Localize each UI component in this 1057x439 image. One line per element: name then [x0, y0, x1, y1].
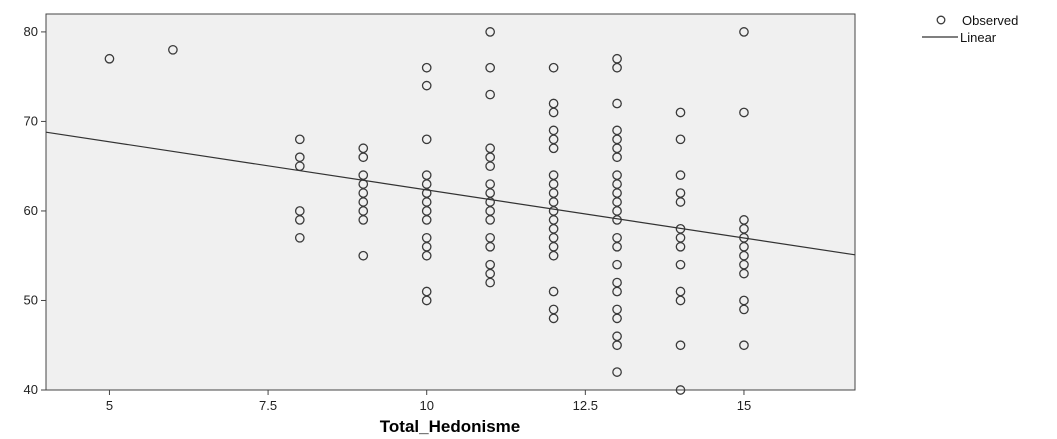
observed-point: [675, 340, 686, 351]
observed-point: [675, 241, 686, 252]
observed-point: [739, 340, 749, 351]
observed-point: [358, 250, 369, 261]
observed-point: [548, 107, 559, 118]
observed-point: [358, 152, 369, 163]
legend-linear-label: Linear: [960, 30, 997, 45]
observed-point: [739, 268, 749, 279]
observed-point: [421, 215, 432, 225]
observed-point: [612, 62, 622, 73]
observed-point: [421, 62, 432, 73]
legend-observed-marker-icon: [936, 15, 946, 25]
observed-point: [294, 232, 305, 243]
y-axis: 40 50 60 70 80: [24, 24, 46, 397]
observed-point: [612, 367, 622, 377]
observed-point: [675, 295, 686, 306]
observed-point: [548, 143, 559, 154]
observed-point: [485, 89, 496, 100]
x-tick-label: 15: [737, 398, 751, 413]
observed-point: [485, 27, 496, 37]
observed-point: [612, 152, 622, 163]
observed-point: [485, 277, 496, 288]
observed-point: [421, 80, 432, 91]
y-tick-label: 40: [24, 382, 38, 397]
observed-point: [421, 250, 432, 261]
x-tick-label: 10: [419, 398, 433, 413]
observed-point: [294, 215, 305, 225]
legend-observed-label: Observed: [962, 13, 1018, 28]
legend: Observed Linear: [922, 13, 1018, 45]
observed-points: [104, 27, 749, 395]
observed-point: [421, 134, 432, 145]
x-axis-title: Total_Hedonisme: [380, 417, 520, 436]
observed-point: [739, 27, 749, 37]
observed-point: [675, 170, 686, 180]
observed-point: [675, 197, 686, 207]
y-tick-label: 60: [24, 203, 38, 218]
y-tick-label: 50: [24, 292, 38, 307]
x-tick-label: 12.5: [573, 398, 598, 413]
observed-point: [675, 107, 686, 118]
observed-point: [485, 62, 496, 73]
observed-point: [485, 161, 496, 172]
observed-point: [548, 250, 559, 261]
observed-point: [612, 241, 622, 252]
x-tick-label: 5: [106, 398, 113, 413]
observed-point: [739, 304, 749, 315]
x-axis: 5 7.5 10 12.5 15: [106, 390, 751, 413]
observed-point: [294, 134, 305, 145]
observed-point: [485, 215, 496, 225]
observed-point: [168, 44, 178, 55]
observed-point: [548, 313, 559, 324]
observed-point: [485, 241, 496, 252]
y-tick-label: 70: [24, 113, 38, 128]
observed-point: [612, 340, 622, 351]
observed-point: [104, 53, 115, 64]
observed-point: [358, 215, 369, 225]
observed-point: [612, 259, 622, 270]
observed-point: [612, 98, 622, 109]
linear-fit-line: [45, 131, 856, 256]
observed-point: [675, 134, 686, 145]
x-tick-label: 7.5: [259, 398, 277, 413]
observed-point: [421, 295, 432, 306]
observed-point: [675, 385, 686, 395]
observed-point: [548, 62, 559, 73]
observed-point: [612, 286, 622, 297]
plot-area: [45, 13, 856, 391]
observed-point: [612, 313, 622, 324]
observed-point: [548, 286, 559, 297]
observed-point: [675, 259, 686, 270]
observed-point: [739, 107, 749, 118]
y-tick-label: 80: [24, 24, 38, 39]
